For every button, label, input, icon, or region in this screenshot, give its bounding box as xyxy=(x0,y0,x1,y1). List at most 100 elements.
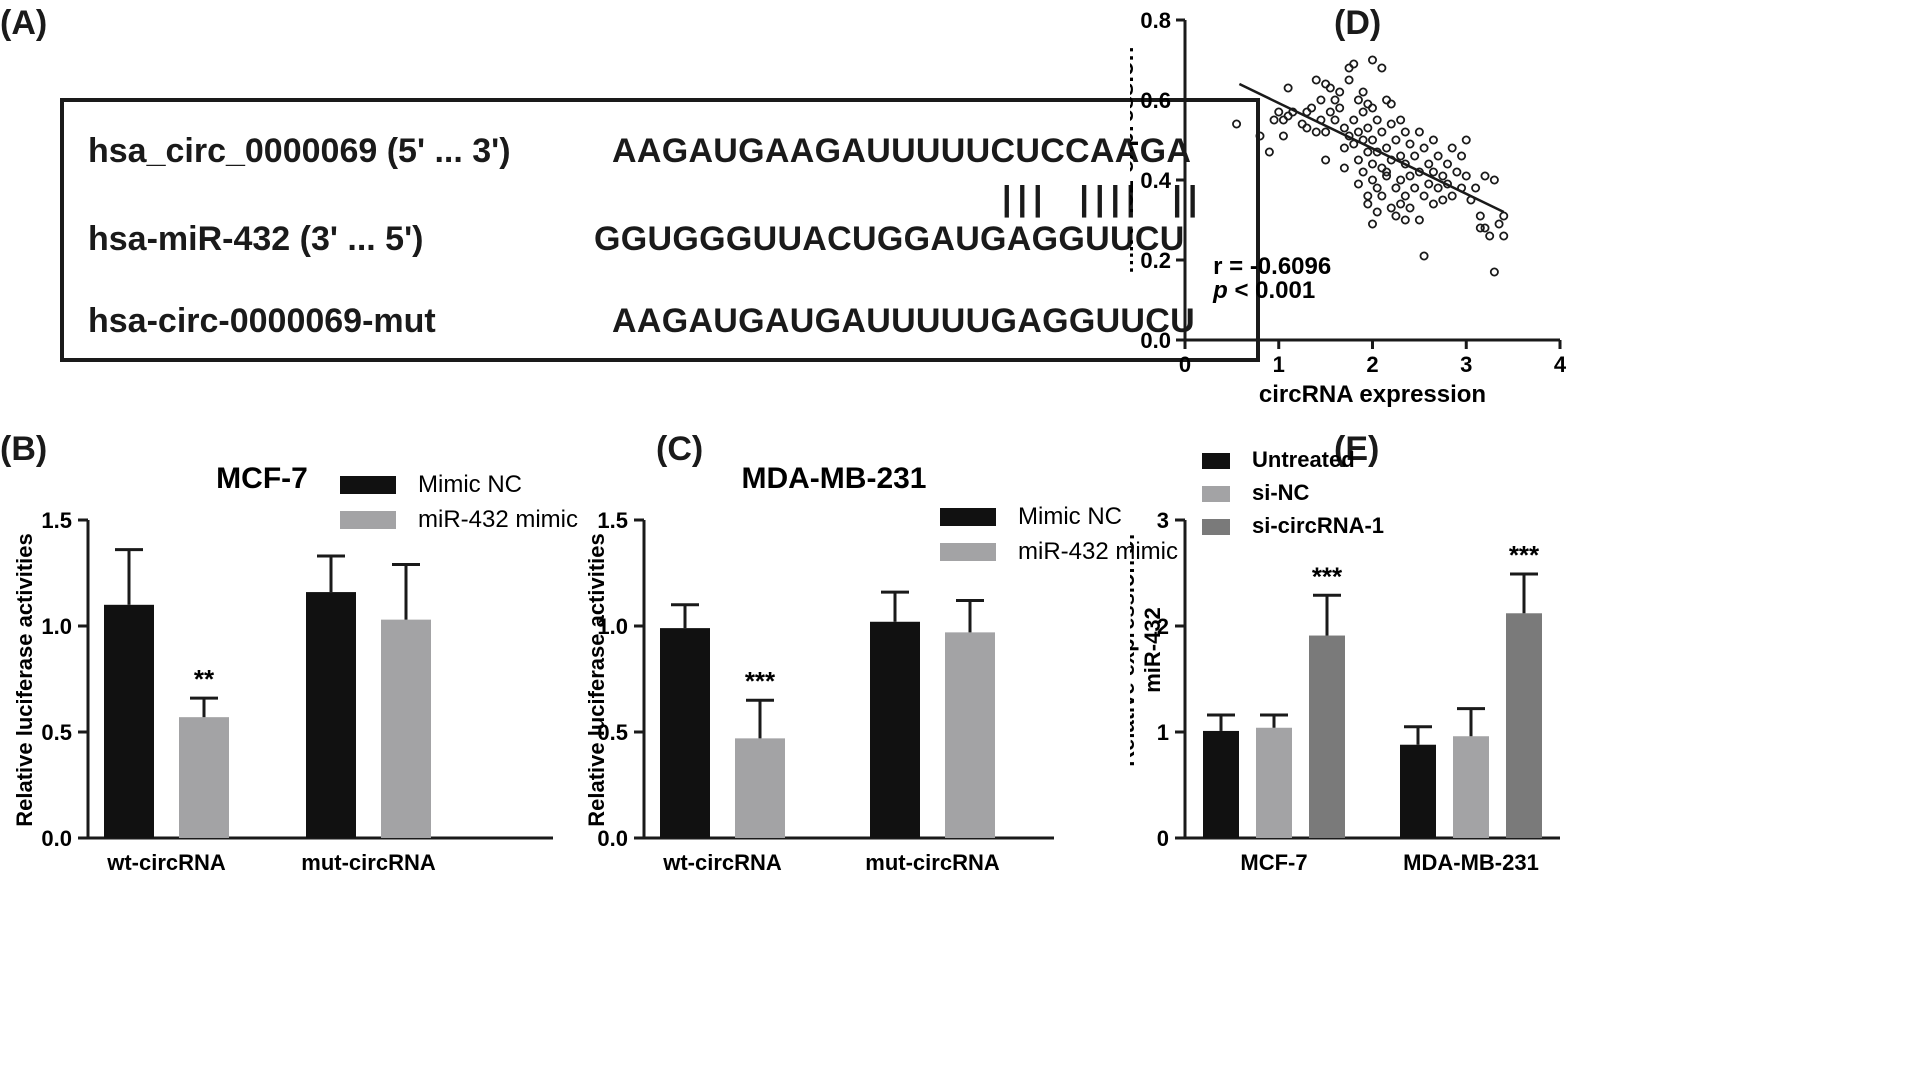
y-tick-label: 1.0 xyxy=(41,614,72,639)
scatter-point xyxy=(1396,115,1406,125)
scatter-point xyxy=(1382,171,1392,181)
chart-d-correlation-scatter: 0.0 0.2 0.4 0.6 0.8 0 1 2 3 4 circRNA expression mi… xyxy=(1130,8,1567,408)
scatter-point xyxy=(1489,175,1499,185)
bar xyxy=(1203,730,1239,838)
bar xyxy=(1400,744,1436,838)
scatter-point xyxy=(1372,183,1382,193)
panel-label-e: (E) xyxy=(1334,430,1380,468)
scatter-point xyxy=(1377,163,1387,173)
scatter-point xyxy=(1396,151,1406,161)
scatter-point xyxy=(1499,231,1509,241)
scatter-point xyxy=(1438,171,1448,181)
scatter-point xyxy=(1433,151,1443,161)
legend-swatch xyxy=(940,543,996,561)
scatter-point xyxy=(1363,99,1373,109)
scatter-point xyxy=(1485,231,1495,241)
y-tick-label: 1.0 xyxy=(597,614,628,639)
legend-swatch xyxy=(940,508,996,526)
scatter-point xyxy=(1349,115,1359,125)
scatter-point xyxy=(1419,191,1429,201)
scatter-point xyxy=(1414,127,1424,137)
scatter-point xyxy=(1358,87,1368,97)
scatter-point xyxy=(1274,107,1284,117)
y-tick-label: 0.5 xyxy=(597,720,628,745)
scatter-point xyxy=(1386,99,1396,109)
bar xyxy=(306,592,356,838)
scatter-point xyxy=(1321,155,1331,165)
scatter-point xyxy=(1335,103,1345,113)
legend-label: miR-432 mimic xyxy=(1018,538,1178,565)
scatter-point xyxy=(1325,107,1335,117)
y-tick-label: 0.4 xyxy=(1140,168,1171,193)
scatter-point xyxy=(1278,131,1288,141)
scatter-point xyxy=(1419,143,1429,153)
scatter-point xyxy=(1499,211,1509,221)
mut-sequence: AAGAUGAUGAUUUUUGAGGUUCU xyxy=(612,302,1195,340)
scatter-point xyxy=(1311,75,1321,85)
legend-label: Mimic NC xyxy=(418,471,522,498)
chart-b-mcf7-luciferase: 0.0 0.5 1.0 1.5 ** wt-circRNA mut-circRNA MCF-7… xyxy=(12,462,578,875)
legend-swatch xyxy=(1202,519,1230,535)
scatter-point xyxy=(1400,127,1410,137)
scatter-point xyxy=(1311,127,1321,137)
scatter-point xyxy=(1400,159,1410,169)
y-tick-label: 0.8 xyxy=(1140,8,1171,33)
scatter-point xyxy=(1391,211,1401,221)
scatter-point xyxy=(1297,119,1307,129)
scatter-point xyxy=(1461,171,1471,181)
scatter-point xyxy=(1447,191,1457,201)
scatter-point xyxy=(1475,211,1485,221)
scatter-point xyxy=(1325,83,1335,93)
scatter-point xyxy=(1344,75,1354,85)
scatter-point xyxy=(1283,83,1293,93)
scatter-point xyxy=(1339,163,1349,173)
mut-sequence-name: hsa-circ-0000069-mut xyxy=(88,302,436,340)
scatter-point xyxy=(1358,107,1368,117)
scatter-point xyxy=(1321,127,1331,137)
legend-swatch xyxy=(1202,453,1230,469)
legend-swatch xyxy=(1202,486,1230,502)
legend-label: si-NC xyxy=(1252,480,1310,505)
bar xyxy=(1453,736,1489,838)
panel-label-d: (D) xyxy=(1334,4,1382,42)
scatter-point xyxy=(1307,103,1317,113)
significance-label: *** xyxy=(1312,561,1343,591)
scatter-point xyxy=(1419,251,1429,261)
scatter-point xyxy=(1372,207,1382,217)
legend-label: si-circRNA-1 xyxy=(1252,513,1384,538)
p-value: < 0.001 xyxy=(1228,277,1315,304)
bar xyxy=(1309,635,1345,838)
bar xyxy=(735,738,785,838)
scatter-point xyxy=(1264,147,1274,157)
scatter-point xyxy=(1405,203,1415,213)
scatter-point xyxy=(1367,175,1377,185)
scatter-point xyxy=(1471,183,1481,193)
legend-swatch xyxy=(340,511,396,529)
scatter-point xyxy=(1480,171,1490,181)
x-tick-label: 4 xyxy=(1554,352,1567,377)
bar xyxy=(1506,613,1542,838)
significance-label: ** xyxy=(194,664,215,694)
y-axis-label-line2: miR-432 xyxy=(1140,607,1165,693)
category-label: mut-circRNA xyxy=(301,850,436,875)
circ-sequence: AAGAUGAAGAUUUUUCUCCAAGA xyxy=(612,132,1192,170)
y-tick-label: 0.0 xyxy=(41,826,72,851)
scatter-point xyxy=(1367,159,1377,169)
scatter-point xyxy=(1382,167,1392,177)
scatter-point xyxy=(1302,123,1312,133)
scatter-point xyxy=(1363,123,1373,133)
scatter-point xyxy=(1396,199,1406,209)
scatter-point xyxy=(1283,111,1293,121)
scatter-point xyxy=(1339,143,1349,153)
y-tick-label: 1.5 xyxy=(597,508,628,533)
significance-label: *** xyxy=(745,666,776,696)
bar xyxy=(1256,727,1292,838)
scatter-point xyxy=(1447,143,1457,153)
scatter-point xyxy=(1438,195,1448,205)
scatter-point xyxy=(1363,199,1373,209)
category-label: MDA-MB-231 xyxy=(1403,850,1539,875)
scatter-point xyxy=(1330,115,1340,125)
scatter-point xyxy=(1457,151,1467,161)
scatter-point xyxy=(1382,95,1392,105)
scatter-point xyxy=(1428,167,1438,177)
